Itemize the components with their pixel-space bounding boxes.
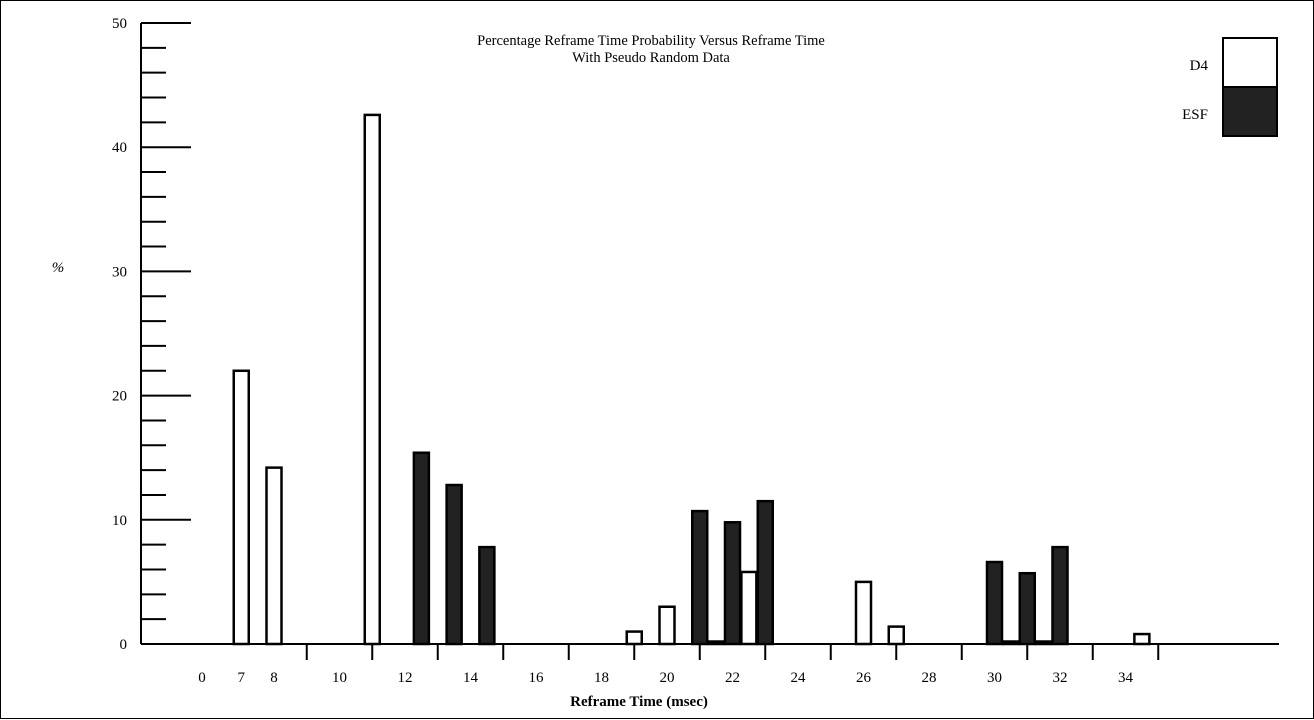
chart-title-line2: With Pseudo Random Data <box>572 50 730 66</box>
bar-d4 <box>1133 632 1151 646</box>
x-tick-label: 32 <box>1053 670 1068 686</box>
x-tick-label: 7 <box>238 670 246 686</box>
y-tick-label: 40 <box>112 140 127 156</box>
bar-esf <box>756 499 774 646</box>
x-tick-label: 20 <box>660 670 675 686</box>
x-tick-label: 26 <box>856 670 872 686</box>
x-tick-label: 12 <box>398 670 413 686</box>
bar-esf <box>445 483 463 646</box>
x-tick-label: 16 <box>529 670 545 686</box>
x-tick-label: 28 <box>922 670 937 686</box>
legend: D4 ESF <box>1182 37 1278 137</box>
y-tick-label: 10 <box>112 513 127 529</box>
x-axis: 0 7 8 10 12 14 16 18 20 22 24 26 28 30 32 34 <box>141 643 1279 686</box>
bar-d4 <box>707 640 725 646</box>
bar-d4 <box>1002 640 1020 646</box>
bar-esf <box>1018 571 1036 646</box>
bars <box>232 113 1151 646</box>
bar-esf <box>412 451 431 646</box>
bar-d4 <box>232 369 250 646</box>
bar-d4 <box>625 630 643 646</box>
bar-d4 <box>1034 640 1053 646</box>
x-tick-label: 10 <box>332 670 347 686</box>
bar-esf <box>985 560 1004 646</box>
x-tick-label: 18 <box>594 670 609 686</box>
legend-label-esf: ESF <box>1182 107 1208 123</box>
y-tick-label: 20 <box>112 389 127 405</box>
bar-d4 <box>740 570 758 646</box>
x-tick-label: 14 <box>463 670 479 686</box>
x-tick-label: 34 <box>1118 670 1134 686</box>
y-axis: 0 10 20 30 40 50 <box>112 16 191 653</box>
bar-d4 <box>854 580 873 646</box>
chart-title-line1: Percentage Reframe Time Probability Vers… <box>477 33 825 49</box>
bar-d4 <box>658 605 676 646</box>
legend-label-d4: D4 <box>1190 58 1209 74</box>
y-axis-label: % <box>52 260 65 276</box>
bar-esf <box>1051 545 1069 646</box>
legend-swatch-esf <box>1222 86 1278 137</box>
legend-swatch-d4 <box>1222 37 1278 88</box>
x-axis-label: Reframe Time (msec) <box>570 694 708 710</box>
bar-d4 <box>887 625 905 646</box>
y-tick-label: 50 <box>112 16 127 32</box>
bar-esf <box>478 545 496 646</box>
x-tick-label: 22 <box>725 670 740 686</box>
y-tick-label: 0 <box>120 637 128 653</box>
x-tick-label: 24 <box>791 670 807 686</box>
x-tick-label: 8 <box>270 670 278 686</box>
x-tick-label: 30 <box>987 670 1002 686</box>
bar-esf <box>723 521 742 646</box>
bar-d4 <box>265 466 283 646</box>
x-tick-label: 0 <box>198 670 206 686</box>
bar-d4 <box>363 113 381 646</box>
bar-esf <box>691 509 709 646</box>
y-tick-label: 30 <box>112 264 127 280</box>
